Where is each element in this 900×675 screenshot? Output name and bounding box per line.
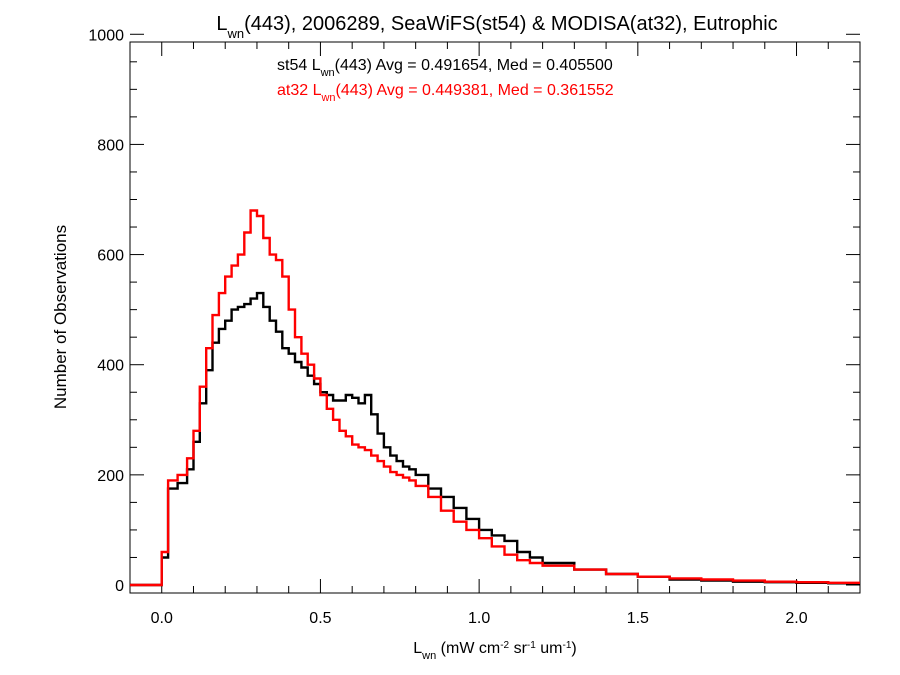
plot-frame bbox=[129, 41, 861, 594]
legend-st54: st54 Lwn(443) Avg = 0.491654, Med = 0.40… bbox=[277, 57, 613, 79]
x-tick-label: 0.0 bbox=[151, 610, 173, 627]
x-tick-label: 1.5 bbox=[627, 610, 649, 627]
series-line-at32 bbox=[130, 209, 860, 587]
y-tick-label: 800 bbox=[97, 137, 124, 154]
x-axis-label: Lwn (mW cm-2 sr-1 um-1) bbox=[413, 640, 576, 663]
x-axis-ticks: 0.0 0.5 1.0 1.5 2.0 bbox=[129, 42, 861, 627]
x-tick-label: 2.0 bbox=[785, 610, 807, 627]
y-tick-label: 200 bbox=[97, 468, 124, 485]
chart-title: Lwn(443), 2006289, SeaWiFS(st54) & MODIS… bbox=[216, 13, 777, 41]
y-tick-label: 600 bbox=[97, 248, 124, 265]
y-tick-label: 0 bbox=[115, 578, 124, 595]
y-axis-ticks: 0 200 400 600 800 1000 bbox=[88, 27, 860, 595]
legend-at32: at32 Lwn(443) Avg = 0.449381, Med = 0.36… bbox=[277, 82, 614, 104]
y-tick-label: 400 bbox=[97, 358, 124, 375]
x-tick-label: 0.5 bbox=[309, 610, 331, 627]
x-tick-label: 1.0 bbox=[468, 610, 490, 627]
y-tick-label: 1000 bbox=[88, 27, 124, 44]
series-line-st54 bbox=[130, 291, 860, 587]
y-axis-label: Number of Observations bbox=[51, 225, 70, 409]
